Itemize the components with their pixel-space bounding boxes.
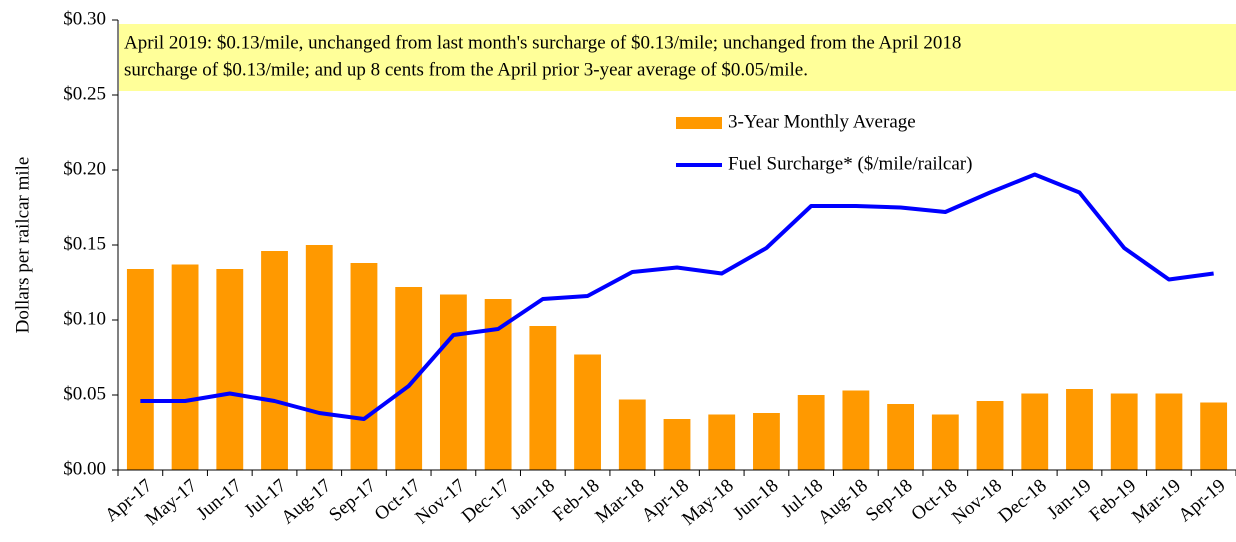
annotation-box	[119, 24, 1236, 91]
x-tick-label: Jan-19	[1043, 475, 1095, 524]
legend-swatch	[676, 117, 722, 129]
bar	[216, 269, 244, 470]
x-tick-label: Aug-17	[277, 475, 335, 528]
bar	[842, 390, 870, 470]
bar	[350, 263, 378, 470]
x-tick-label: May-18	[678, 475, 738, 530]
bar	[931, 414, 959, 470]
x-tick-label: Nov-18	[948, 475, 1006, 528]
bar	[126, 269, 154, 470]
bar	[439, 294, 467, 470]
bar	[618, 399, 646, 470]
bar	[171, 264, 199, 470]
x-tick-label: Jun-18	[729, 475, 782, 524]
x-tick-label: Sep-17	[325, 475, 380, 526]
bar	[1110, 393, 1138, 470]
y-axis-label: Dollars per railcar mile	[12, 157, 33, 334]
bar	[1200, 402, 1228, 470]
bar	[1155, 393, 1183, 470]
x-tick-label: Feb-18	[549, 475, 604, 526]
y-tick-label: $0.25	[63, 83, 106, 104]
x-tick-label: May-17	[142, 475, 202, 530]
bar	[395, 287, 423, 470]
x-tick-label: Dec-17	[458, 475, 514, 527]
y-tick-label: $0.20	[63, 158, 106, 179]
bar	[305, 245, 333, 470]
y-tick-label: $0.00	[63, 458, 106, 479]
x-tick-label: Mar-19	[1128, 475, 1185, 527]
bar	[1021, 393, 1049, 470]
line	[140, 172, 1214, 421]
x-tick-label: Mar-18	[591, 475, 648, 527]
y-tick-label: $0.05	[63, 383, 106, 404]
bar	[753, 413, 780, 470]
bar	[261, 251, 288, 470]
bar	[1066, 389, 1093, 470]
x-tick-label: Sep-18	[862, 475, 917, 526]
x-tick-label: Nov-17	[411, 475, 469, 528]
x-tick-label: Apr-19	[1174, 475, 1229, 526]
x-tick-label: Dec-18	[994, 475, 1050, 527]
y-tick-label: $0.15	[63, 233, 106, 254]
legend-label: Fuel Surcharge* ($/mile/railcar)	[728, 153, 972, 174]
annotation: April 2019: $0.13/mile, unchanged from l…	[124, 32, 961, 53]
bar	[797, 395, 825, 470]
annotation: surcharge of $0.13/mile; and up 8 cents …	[124, 59, 808, 80]
x-tick-label: Aug-18	[814, 475, 872, 528]
y-tick-label: $0.30	[63, 8, 106, 29]
bar	[529, 326, 557, 470]
y-tick-label: $0.10	[63, 308, 106, 329]
x-tick-label: Jan-18	[507, 475, 559, 524]
legend-label: 3-Year Monthly Average	[728, 111, 916, 132]
x-tick-label: Feb-19	[1085, 475, 1140, 526]
x-tick-label: Jun-17	[193, 475, 246, 524]
bar	[663, 419, 691, 470]
bar	[574, 354, 601, 470]
bar	[708, 414, 736, 470]
bar	[976, 401, 1004, 470]
bar	[887, 404, 915, 470]
